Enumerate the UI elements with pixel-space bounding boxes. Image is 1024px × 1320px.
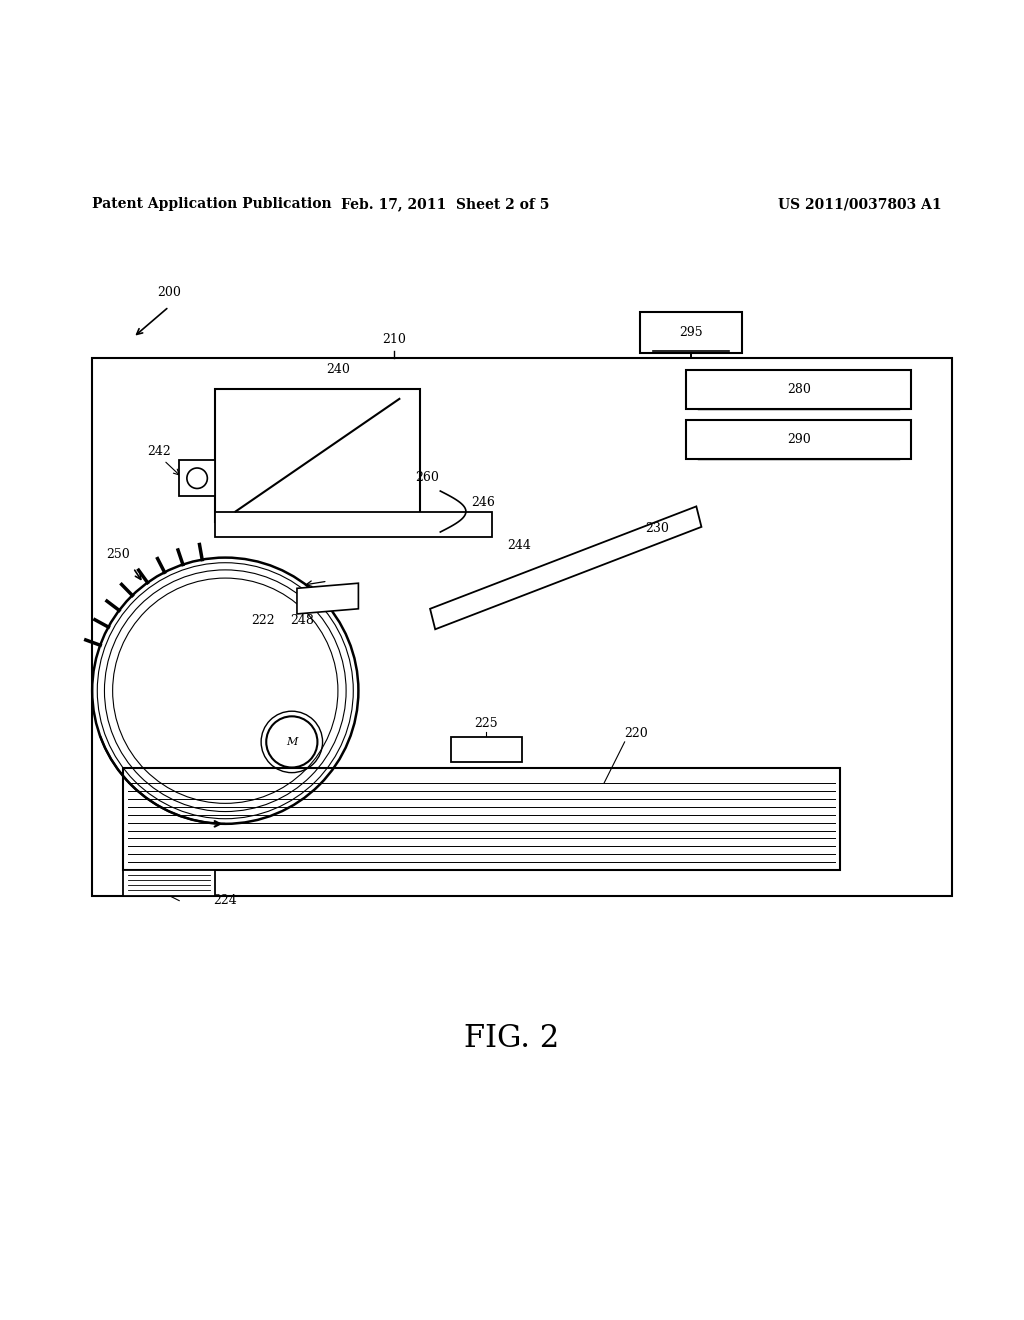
Bar: [640, 312, 742, 352]
Bar: [215, 388, 420, 521]
Bar: [686, 420, 911, 459]
Text: 290: 290: [786, 433, 811, 446]
Text: M: M: [286, 737, 298, 747]
Text: 248: 248: [290, 614, 314, 627]
Bar: [123, 767, 840, 870]
Text: 244: 244: [507, 540, 530, 552]
Text: 225: 225: [474, 717, 499, 730]
Text: 210: 210: [382, 333, 407, 346]
Text: 250: 250: [105, 548, 130, 561]
Bar: [123, 870, 215, 895]
Text: 242: 242: [146, 445, 171, 458]
Bar: [179, 461, 215, 496]
Text: 222: 222: [251, 614, 274, 627]
Polygon shape: [430, 507, 701, 630]
Text: 240: 240: [326, 363, 350, 376]
Text: Patent Application Publication: Patent Application Publication: [92, 197, 332, 211]
Polygon shape: [297, 583, 358, 614]
Text: 295: 295: [679, 326, 703, 339]
Text: FIG. 2: FIG. 2: [464, 1023, 560, 1055]
Text: 220: 220: [625, 727, 648, 739]
Bar: [92, 358, 952, 895]
Text: 246: 246: [471, 496, 495, 510]
Text: US 2011/0037803 A1: US 2011/0037803 A1: [778, 197, 942, 211]
Text: 224: 224: [213, 894, 238, 907]
Text: 200: 200: [157, 286, 181, 300]
Text: 280: 280: [786, 383, 811, 396]
Text: 260: 260: [415, 471, 438, 484]
Bar: [686, 370, 911, 409]
Bar: [215, 512, 492, 537]
Text: 230: 230: [645, 521, 669, 535]
Text: Feb. 17, 2011  Sheet 2 of 5: Feb. 17, 2011 Sheet 2 of 5: [341, 197, 550, 211]
Bar: [451, 737, 522, 763]
